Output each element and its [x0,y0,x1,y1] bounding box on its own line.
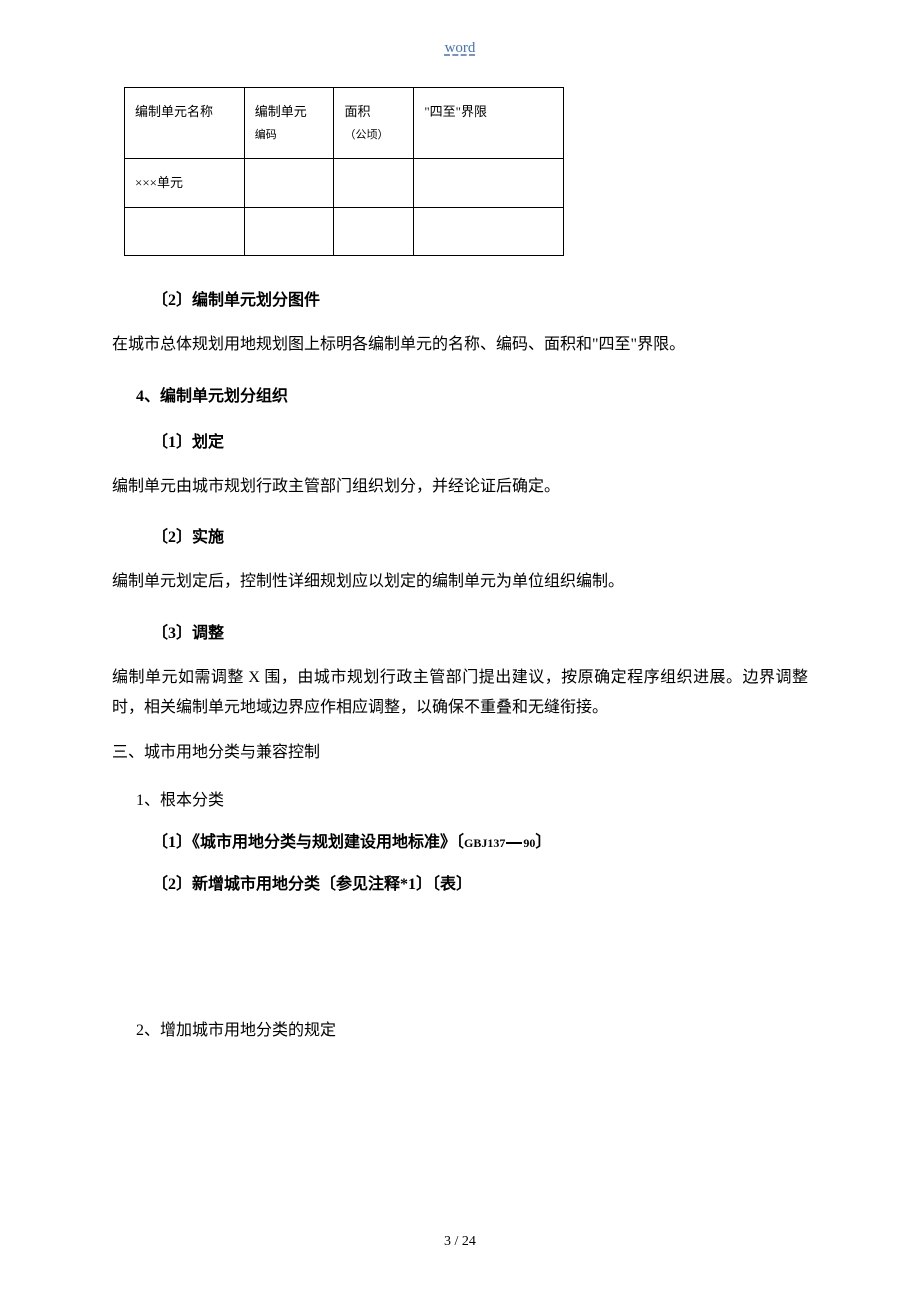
col-header-area-l1: 面积 [344,104,370,119]
dash-icon [506,842,522,844]
col-header-name: 编制单元名称 [125,88,245,159]
col-header-code-l2: 编码 [255,125,324,146]
cell-bounds [414,208,564,256]
table-row: ×××单元 [125,158,564,208]
paragraph: 编制单元如需调整 X 围，由城市规划行政主管部门提出建议，按原确定程序组织进展。… [112,663,808,722]
numbered-2: 2、增加城市用地分类的规定 [112,1016,808,1040]
heading-section-3: 三、城市用地分类与兼容控制 [112,738,808,768]
paragraph: 编制单元划定后，控制性详细规划应以划定的编制单元为单位组织编制。 [112,567,808,597]
document-page: word 编制单元名称 编制单元 编码 面积 （公顷） "四至"界限 ×××单元 [0,0,920,1094]
cell-code [244,208,334,256]
cell-bounds [414,158,564,208]
page-footer: 3 / 24 [0,1234,920,1250]
code-90: 90 [523,836,535,850]
heading-2: 〔2〕编制单元划分图件 [112,286,808,310]
unit-table: 编制单元名称 编制单元 编码 面积 （公顷） "四至"界限 ×××单元 [124,87,564,256]
heading-3-1-post: 〕 [535,834,551,851]
heading-4-1: 〔1〕划定 [112,428,808,452]
col-header-area: 面积 （公顷） [334,88,414,159]
heading-3-1-pre: 〔1〕《城市用地分类与规划建设用地标准》〔 [152,834,464,851]
spacer [112,908,808,998]
code-gbj: GBJ137 [464,836,505,850]
col-header-code: 编制单元 编码 [244,88,334,159]
heading-4-2: 〔2〕实施 [112,523,808,547]
heading-4: 4、编制单元划分组织 [112,382,808,406]
col-header-bounds: "四至"界限 [414,88,564,159]
cell-name: ×××单元 [125,158,245,208]
heading-4-3: 〔3〕调整 [112,619,808,643]
paragraph: 编制单元由城市规划行政主管部门组织划分，并经论证后确定。 [112,472,808,502]
table-header-row: 编制单元名称 编制单元 编码 面积 （公顷） "四至"界限 [125,88,564,159]
paragraph: 在城市总体规划用地规划图上标明各编制单元的名称、编码、面积和"四至"界限。 [112,330,808,360]
heading-3-2: 〔2〕新增城市用地分类〔参见注释*1〕〔表〕 [112,870,808,894]
heading-3-1: 〔1〕《城市用地分类与规划建设用地标准》〔GBJ137 90〕 [112,828,808,852]
cell-code [244,158,334,208]
cell-name [125,208,245,256]
header-link: word [112,40,808,57]
col-header-code-l1: 编制单元 [255,104,307,119]
cell-area [334,208,414,256]
numbered-1: 1、根本分类 [112,786,808,810]
table-row [125,208,564,256]
cell-area [334,158,414,208]
col-header-area-l2: （公顷） [344,125,403,146]
